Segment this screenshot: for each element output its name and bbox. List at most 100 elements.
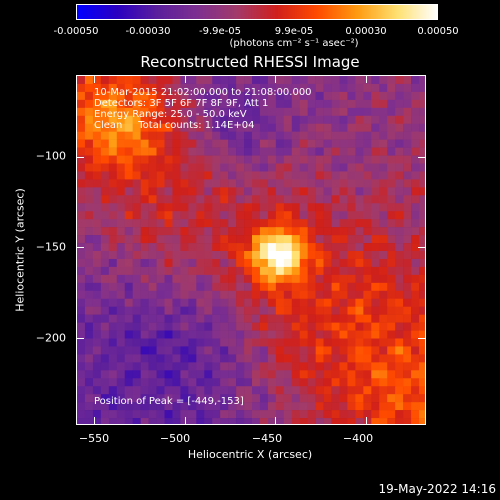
heatmap-cell bbox=[299, 76, 308, 85]
heatmap-cell bbox=[323, 274, 332, 284]
heatmap-cell bbox=[291, 211, 301, 220]
heatmap-cell bbox=[148, 346, 157, 355]
heatmap-cell bbox=[307, 266, 316, 276]
heatmap-cell bbox=[371, 290, 380, 300]
axis-tick bbox=[418, 247, 426, 249]
heatmap-cell bbox=[275, 386, 285, 395]
heatmap-cell bbox=[180, 306, 189, 315]
heatmap-cell bbox=[395, 266, 404, 276]
heatmap-cell bbox=[77, 386, 86, 395]
heatmap-cell bbox=[108, 76, 118, 85]
heatmap-cell bbox=[419, 147, 425, 156]
heatmap-cell bbox=[275, 306, 285, 315]
heatmap-cell bbox=[379, 203, 388, 212]
heatmap-cell bbox=[387, 378, 396, 387]
heatmap-cell bbox=[283, 402, 293, 411]
heatmap-cell bbox=[236, 346, 245, 355]
heatmap-cell bbox=[347, 282, 356, 292]
heatmap-cell bbox=[172, 91, 181, 101]
heatmap-cell bbox=[331, 274, 340, 284]
heatmap-cell bbox=[339, 195, 348, 204]
heatmap-cell bbox=[291, 306, 301, 315]
heatmap-cell bbox=[339, 99, 348, 109]
heatmap-cell bbox=[236, 147, 245, 156]
heatmap-cell bbox=[323, 107, 332, 117]
heatmap-cell bbox=[77, 258, 86, 268]
heatmap-cell bbox=[395, 258, 404, 268]
heatmap-cell bbox=[419, 179, 425, 188]
heatmap-cell bbox=[379, 163, 388, 172]
heatmap-cell bbox=[347, 219, 356, 228]
heatmap-cell bbox=[291, 346, 301, 355]
heatmap-cell bbox=[236, 314, 245, 323]
heatmap-cell bbox=[355, 131, 364, 140]
heatmap-cell bbox=[252, 243, 261, 252]
heatmap-cell bbox=[236, 251, 245, 260]
heatmap-cell bbox=[172, 386, 181, 395]
heatmap-cell bbox=[395, 115, 404, 125]
heatmap-cell bbox=[419, 394, 425, 403]
heatmap-cell bbox=[331, 147, 340, 156]
heatmap-cell bbox=[204, 83, 213, 93]
heatmap-cell bbox=[259, 211, 269, 220]
heatmap-cell bbox=[140, 147, 149, 156]
heatmap-cell bbox=[259, 91, 269, 101]
heatmap-cell bbox=[259, 346, 269, 355]
heatmap-cell bbox=[108, 179, 118, 188]
heatmap-cell bbox=[307, 115, 316, 125]
heatmap-cell bbox=[259, 410, 269, 419]
heatmap-cell bbox=[100, 394, 110, 403]
heatmap-cell bbox=[299, 346, 308, 355]
heatmap-cell bbox=[108, 131, 118, 140]
heatmap-cell bbox=[355, 251, 364, 260]
heatmap-cell bbox=[259, 322, 269, 331]
heatmap-cell bbox=[100, 99, 110, 109]
heatmap-cell bbox=[132, 211, 141, 220]
heatmap-cell bbox=[339, 171, 348, 180]
heatmap-cell bbox=[387, 402, 396, 411]
heatmap-cell bbox=[403, 330, 412, 339]
heatmap-cell bbox=[307, 298, 316, 307]
heatmap-cell bbox=[84, 298, 94, 307]
heatmap-cell bbox=[403, 179, 412, 188]
heatmap-cell bbox=[395, 362, 404, 371]
heatmap-cell bbox=[77, 76, 86, 85]
heatmap-cell bbox=[283, 338, 293, 347]
heatmap-cell bbox=[77, 91, 86, 101]
heatmap-cell bbox=[100, 91, 110, 101]
heatmap-cell bbox=[411, 203, 420, 212]
heatmap-cell bbox=[84, 171, 94, 180]
heatmap-cell bbox=[283, 330, 293, 339]
heatmap-cell bbox=[164, 346, 173, 355]
heatmap-cell bbox=[379, 402, 388, 411]
heatmap-cell bbox=[196, 155, 205, 164]
heatmap-cell bbox=[419, 227, 425, 236]
heatmap-cell bbox=[124, 346, 133, 355]
heatmap-cell bbox=[355, 115, 364, 125]
heatmap-cell bbox=[180, 227, 189, 236]
heatmap-cell bbox=[180, 282, 189, 292]
heatmap-cell bbox=[252, 139, 261, 148]
heatmap-cell bbox=[323, 243, 332, 252]
heatmap-cell bbox=[307, 386, 316, 395]
heatmap-cell bbox=[236, 298, 245, 307]
heatmap-cell bbox=[236, 171, 245, 180]
heatmap-cell bbox=[116, 163, 126, 172]
heatmap-cell bbox=[180, 330, 189, 339]
heatmap-cell bbox=[108, 123, 118, 132]
heatmap-cell bbox=[172, 354, 181, 363]
heatmap-cell bbox=[92, 314, 102, 323]
heatmap-cell bbox=[371, 402, 380, 411]
heatmap-cell bbox=[267, 235, 277, 244]
heatmap-cell bbox=[403, 99, 412, 109]
heatmap-cell bbox=[108, 346, 118, 355]
heatmap-cell bbox=[180, 354, 189, 363]
heatmap-cell bbox=[92, 235, 102, 244]
heatmap-cell bbox=[355, 282, 364, 292]
heatmap-cell bbox=[244, 91, 253, 101]
heatmap-cell bbox=[395, 195, 404, 204]
heatmap-cell bbox=[339, 179, 348, 188]
heatmap-cell bbox=[259, 402, 269, 411]
heatmap-cell bbox=[148, 370, 157, 379]
heatmap-cell bbox=[116, 402, 126, 411]
